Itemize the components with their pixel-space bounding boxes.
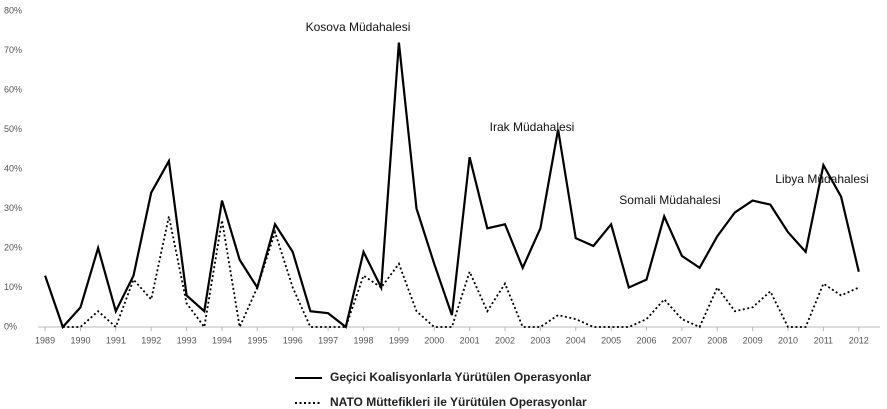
- annotation: Kosova Müdahalesi: [306, 20, 411, 34]
- y-tick-label: 0%: [4, 321, 17, 331]
- x-tick-label: 2012: [849, 335, 869, 345]
- x-tick-label: 1997: [318, 335, 338, 345]
- x-tick-label: 2010: [778, 335, 798, 345]
- x-tick-label: 2002: [495, 335, 515, 345]
- x-tick-label: 1993: [177, 335, 197, 345]
- x-tick-label: 2000: [424, 335, 444, 345]
- y-tick-label: 50%: [4, 124, 22, 134]
- x-tick-label: 2005: [601, 335, 621, 345]
- x-tick-label: 2001: [460, 335, 480, 345]
- x-tick-label: 1989: [35, 335, 55, 345]
- x-tick-label: 1999: [389, 335, 409, 345]
- series-line: [44, 42, 860, 330]
- x-tick-label: 1995: [247, 335, 267, 345]
- annotation: Libya Müdahalesi: [775, 172, 868, 186]
- y-tick-label: 20%: [4, 242, 22, 252]
- x-tick-label: 1996: [283, 335, 303, 345]
- x-tick-label: 1994: [212, 335, 232, 345]
- x-tick-label: 2008: [707, 335, 727, 345]
- x-tick-label: 1992: [141, 335, 161, 345]
- x-tick-label: 2007: [672, 335, 692, 345]
- x-tick-label: 1998: [353, 335, 373, 345]
- annotation: Somali Müdahalesi: [619, 193, 720, 207]
- y-tick-label: 80%: [4, 5, 22, 15]
- y-tick-label: 40%: [4, 163, 22, 173]
- y-tick-label: 30%: [4, 203, 22, 213]
- x-tick-label: 1990: [70, 335, 90, 345]
- x-tick-label: 2009: [743, 335, 763, 345]
- series-line: [62, 216, 860, 331]
- x-tick-label: 2003: [530, 335, 550, 345]
- annotation: Irak Müdahalesi: [490, 120, 575, 134]
- legend-label: NATO Müttefikleri ile Yürütülen Operasyo…: [330, 395, 587, 409]
- x-tick-label: 2011: [814, 335, 833, 345]
- x-tick-label: 1991: [106, 335, 126, 345]
- y-tick-label: 10%: [4, 282, 22, 292]
- y-tick-label: 60%: [4, 84, 22, 94]
- x-tick-label: 2004: [566, 335, 586, 345]
- x-tick-label: 2006: [636, 335, 656, 345]
- y-tick-label: 70%: [4, 45, 22, 55]
- legend-label: Geçici Koalisyonlarla Yürütülen Operasyo…: [330, 370, 592, 384]
